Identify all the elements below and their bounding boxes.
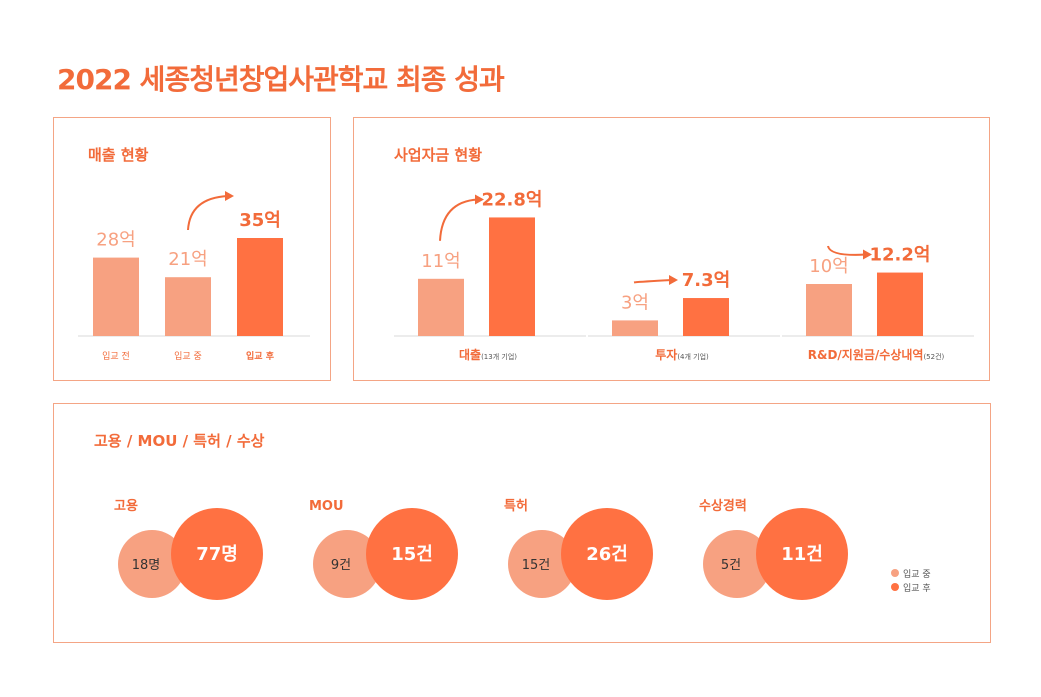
outcome-bubble-after-0: [171, 508, 263, 600]
funding-bar-0-0: [418, 278, 464, 336]
sales-value-label-0: 28억: [96, 230, 135, 251]
sales-bar-2: [237, 238, 283, 336]
sales-value-label-2: 35억: [239, 210, 281, 231]
outcome-bubble-after-3: [756, 508, 848, 600]
outcome-category-label-1: MOU: [309, 499, 344, 514]
legend-dot-before: [891, 569, 899, 577]
funding-value-label-1-0: 3억: [621, 292, 649, 313]
funding-arrow-2-head: [863, 249, 872, 260]
outcome-bubble-after-1: [366, 508, 458, 600]
legend-item-after: 입교 후: [891, 580, 931, 594]
sales-category-label-1: 입교 중: [174, 350, 202, 362]
legend-dot-after: [891, 583, 899, 591]
funding-value-label-2-0: 10억: [809, 256, 848, 277]
outcome-bubble-before-2: [508, 530, 576, 598]
outcome-value-before-3: 5건: [721, 558, 741, 573]
outcomes-panel-title: 고용 / MOU / 특허 / 수상: [94, 432, 265, 450]
legend-label-after: 입교 후: [903, 583, 931, 594]
funding-arrow-1: [633, 279, 673, 284]
sales-arrow-head: [225, 191, 234, 201]
funding-category-label-2: R&D/지원금/수상내역(52건): [808, 347, 945, 362]
funding-bar-1-0: [612, 320, 658, 336]
funding-arrow-1-head: [669, 275, 678, 286]
funding-arrow-0: [439, 198, 479, 241]
sales-category-label-2: 입교 후: [246, 350, 275, 362]
outcome-category-label-0: 고용: [114, 498, 138, 514]
outcome-category-label-3: 수상경력: [699, 498, 747, 514]
outcome-bubble-after-2: [561, 508, 653, 600]
funding-category-note-2: (52건): [923, 352, 944, 361]
outcomes-legend: 입교 중 입교 후: [891, 566, 931, 594]
outcome-bubble-before-0: [118, 530, 186, 598]
outcomes-chart: 고용 18명 77명 MOU 9건 15건 특허 15건 26건 수상경력 5건 11건: [114, 498, 848, 600]
funding-arrow-2: [827, 245, 867, 256]
page-title: 2022 세종청년창업사관학교 최종 성과: [57, 63, 505, 96]
outcome-value-before-0: 18명: [132, 558, 161, 573]
funding-category-label-0: 대출(13개 기업): [459, 347, 517, 362]
outcome-value-before-2: 15건: [522, 558, 551, 573]
funding-value-label-0-0: 11억: [421, 251, 460, 272]
funding-bar-0-1: [489, 217, 535, 336]
outcome-bubble-before-3: [703, 530, 771, 598]
sales-panel-title: 매출 현황: [88, 146, 149, 164]
sales-value-label-1: 21억: [168, 249, 207, 270]
funding-bar-2-0: [806, 284, 852, 336]
outcome-category-label-2: 특허: [504, 498, 528, 514]
funding-category-label-1: 투자(4개 기업): [655, 347, 709, 362]
legend-label-before: 입교 중: [903, 569, 931, 580]
funding-category-name-2: R&D/지원금/수상내역: [808, 347, 924, 362]
outcome-value-after-3: 11건: [781, 544, 823, 565]
funding-value-label-2-1: 12.2억: [870, 245, 931, 266]
outcome-value-before-1: 9건: [331, 558, 351, 573]
outcome-bubble-before-1: [313, 530, 381, 598]
sales-arrow: [187, 195, 229, 231]
outcomes-panel: 고용 / MOU / 특허 / 수상 고용 18명 77명 MOU 9건 15건 특허 15건…: [53, 403, 991, 643]
sales-category-label-0: 입교 전: [102, 350, 130, 362]
sales-bar-1: [165, 277, 211, 336]
outcome-value-after-2: 26건: [586, 544, 628, 565]
legend-item-before: 입교 중: [891, 566, 931, 580]
funding-category-name-0: 대출: [459, 347, 481, 362]
funding-value-label-0-1: 22.8억: [482, 189, 543, 210]
sales-bar-0: [93, 257, 139, 336]
funding-bar-2-1: [877, 272, 923, 336]
funding-category-note-1: (4개 기업): [677, 352, 709, 361]
outcome-value-after-0: 77명: [196, 544, 238, 565]
outcome-value-after-1: 15건: [391, 544, 433, 565]
funding-bar-1-1: [683, 298, 729, 336]
funding-category-name-1: 투자: [655, 347, 677, 362]
funding-arrow-0-head: [475, 194, 484, 205]
funding-panel-title: 사업자금 현황: [394, 146, 483, 164]
funding-category-note-0: (13개 기업): [481, 352, 517, 361]
funding-value-label-1-1: 7.3억: [682, 270, 730, 291]
